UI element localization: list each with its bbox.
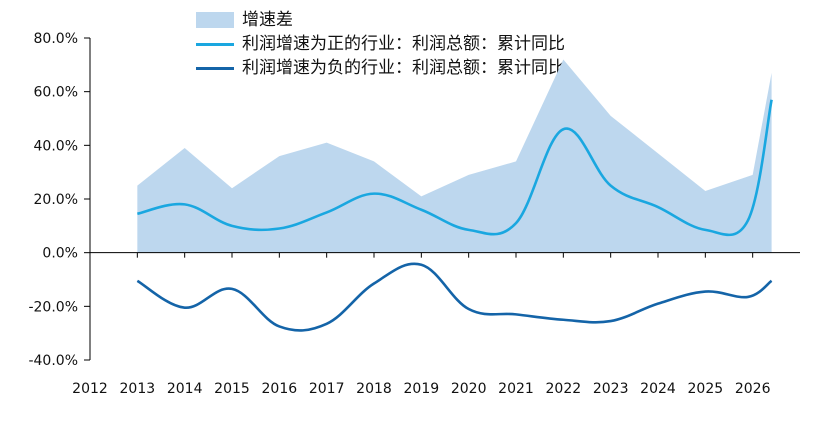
x-tick-label: 2015: [214, 381, 250, 397]
x-tick-label: 2019: [404, 381, 440, 397]
legend-item-negative: 利润增速为负的行业：利润总额：累计同比: [196, 56, 565, 80]
legend-item-positive: 利润增速为正的行业：利润总额：累计同比: [196, 32, 565, 56]
y-tick-label: -40.0%: [28, 353, 78, 369]
x-tick-label: 2014: [167, 381, 203, 397]
legend-label-spread: 增速差: [242, 10, 293, 30]
x-tick-label: 2025: [688, 381, 724, 397]
legend-item-spread: 增速差: [196, 8, 565, 32]
legend-swatch-area: [196, 12, 234, 28]
x-tick-label: 2018: [356, 381, 392, 397]
y-tick-label: 80.0%: [34, 31, 78, 47]
x-tick-label: 2024: [640, 381, 676, 397]
x-tick-label: 2020: [451, 381, 487, 397]
y-tick-label: 40.0%: [34, 138, 78, 154]
x-tick-label: 2023: [593, 381, 629, 397]
x-tick-label: 2012: [72, 381, 108, 397]
x-tick-label: 2026: [735, 381, 771, 397]
legend-swatch-negative: [196, 66, 234, 70]
y-tick-label: 60.0%: [34, 85, 78, 101]
x-tick-label: 2013: [120, 381, 156, 397]
x-tick-label: 2016: [262, 381, 298, 397]
legend: 增速差 利润增速为正的行业：利润总额：累计同比 利润增速为负的行业：利润总额：累…: [196, 8, 565, 80]
x-tick-label: 2021: [498, 381, 534, 397]
legend-label-negative: 利润增速为负的行业：利润总额：累计同比: [242, 58, 565, 78]
series-area-0: [137, 59, 772, 253]
series-line-2: [136, 262, 773, 332]
x-tick-label: 2022: [546, 381, 582, 397]
x-tick-label: 2017: [309, 381, 345, 397]
legend-label-positive: 利润增速为正的行业：利润总额：累计同比: [242, 34, 565, 54]
legend-swatch-positive: [196, 42, 234, 46]
y-tick-label: 20.0%: [34, 192, 78, 208]
series-line-1: [137, 99, 773, 237]
y-tick-label: 0.0%: [42, 246, 78, 262]
y-tick-label: -20.0%: [28, 299, 78, 315]
